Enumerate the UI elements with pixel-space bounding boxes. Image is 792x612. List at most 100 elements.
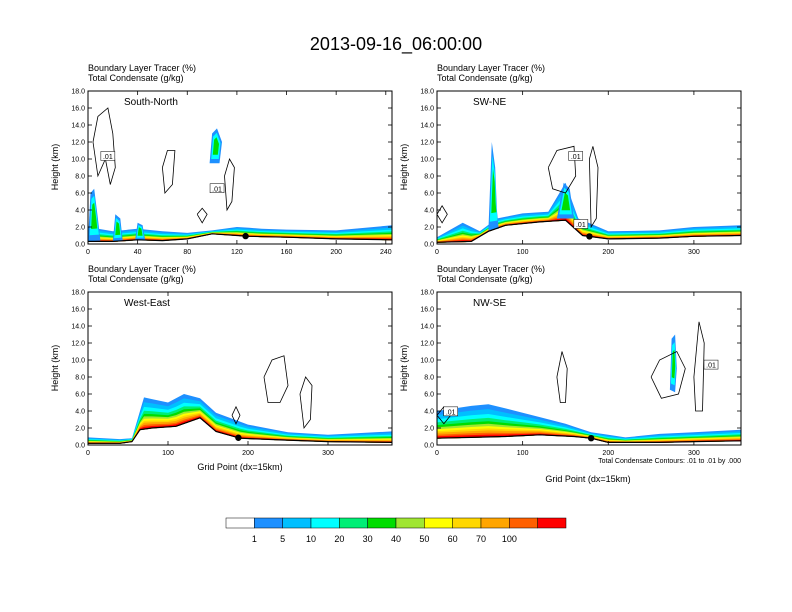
condensate-contour (92, 107, 116, 185)
tracer-plume (115, 221, 121, 236)
plot-frame (436, 90, 742, 245)
colorbar-label: 50 (419, 534, 429, 544)
tracer-plume (491, 168, 497, 214)
x-tick-label: 100 (162, 450, 174, 457)
panel-header-line2: Total Condensate (g/kg) (437, 274, 533, 284)
colorbar-label: 60 (448, 534, 458, 544)
panel-header-line2: Total Condensate (g/kg) (88, 73, 184, 83)
y-tick-label: 4.0 (424, 409, 434, 416)
colorbar: 1 5 10 20 30 40 50 60 70 100 (225, 517, 567, 544)
tracer-band (88, 233, 392, 242)
y-tick-label: 8.0 (424, 375, 434, 382)
colorbar-swatch (537, 517, 567, 529)
x-tick-label: 240 (380, 249, 392, 256)
y-axis-label: Height (km) (50, 144, 60, 191)
contour-label-box (209, 183, 225, 193)
colorbar-label: 40 (391, 534, 401, 544)
colorbar-label: 5 (280, 534, 285, 544)
colorbar-label: 100 (502, 534, 517, 544)
colorbar-swatch (480, 517, 510, 529)
location-marker (586, 233, 593, 240)
y-tick-label: 0.0 (75, 242, 85, 249)
x-tick-label: 0 (86, 249, 90, 256)
x-tick-label: 0 (435, 249, 439, 256)
terrain-line (437, 434, 741, 443)
condensate-contour (437, 205, 448, 224)
panel-nw-se: Boundary Layer Tracer (%) Total Condensa… (399, 264, 742, 484)
tracer-band (437, 215, 741, 243)
panel-header-line1: Boundary Layer Tracer (%) (437, 264, 545, 274)
colorbar-label: 1 (252, 534, 257, 544)
y-tick-label: 14.0 (71, 324, 85, 331)
y-tick-label: 6.0 (75, 191, 85, 198)
y-tick-label: 0.0 (75, 443, 85, 450)
condensate-contour (556, 351, 568, 403)
x-tick-label: 0 (86, 450, 90, 457)
y-tick-label: 2.0 (75, 225, 85, 232)
y-tick-label: 8.0 (75, 375, 85, 382)
colorbar-swatch (310, 517, 340, 529)
y-tick-label: 10.0 (420, 358, 434, 365)
terrain-line (88, 417, 392, 444)
condensate-contour (162, 150, 176, 194)
colorbar-swatch (424, 517, 453, 529)
plot-area (88, 355, 392, 444)
y-tick-label: 8.0 (424, 174, 434, 181)
y-axis-label: Height (km) (399, 345, 409, 392)
colorbar-swatch (225, 517, 255, 529)
panel-header-line2: Total Condensate (g/kg) (88, 274, 184, 284)
x-tick-label: 300 (322, 450, 334, 457)
x-axis-label: Grid Point (dx=15km) (197, 462, 282, 472)
colorbar-swatch (367, 517, 397, 529)
terrain-line (437, 219, 741, 243)
colorbar-swatch (282, 517, 312, 529)
x-tick-label: 100 (517, 249, 529, 256)
contour-label: .01 (576, 222, 586, 229)
colorbar-label: 20 (334, 534, 344, 544)
main-title: 2013-09-16_06:00:00 (310, 34, 482, 55)
y-tick-label: 2.0 (424, 426, 434, 433)
colorbar-swatch (339, 517, 368, 529)
contour-label: .01 (103, 154, 113, 161)
y-tick-label: 12.0 (71, 140, 85, 147)
contour-label: .01 (212, 186, 222, 193)
y-axis-label: Height (km) (399, 144, 409, 191)
colorbar-swatch (254, 517, 283, 529)
contour-label-box (100, 151, 116, 161)
panel-west-east: Boundary Layer Tracer (%) Total Condensa… (50, 264, 393, 472)
y-tick-label: 12.0 (420, 140, 434, 147)
tracer-plume (561, 192, 571, 211)
panel-label-south-north: South-North (124, 97, 178, 108)
condensate-contour (231, 405, 241, 425)
plot-area: .01 .01 (88, 107, 392, 242)
y-tick-label: 14.0 (420, 123, 434, 130)
panel-header-line2: Total Condensate (g/kg) (437, 73, 533, 83)
tracer-plume (91, 202, 98, 229)
tracer-band (88, 411, 392, 444)
plot-area: .01 .01 (437, 321, 741, 443)
y-tick-label: 4.0 (424, 208, 434, 215)
y-tick-label: 2.0 (424, 225, 434, 232)
x-axis-label: Grid Point (dx=15km) (545, 474, 630, 484)
x-tick-label: 200 (602, 249, 614, 256)
contour-label-box (573, 219, 589, 229)
plot-frame (87, 291, 393, 446)
x-tick-label: 100 (517, 450, 529, 457)
colorbar-swatch (395, 517, 425, 529)
y-tick-label: 18.0 (420, 290, 434, 297)
location-marker (242, 232, 249, 240)
y-tick-label: 18.0 (71, 290, 85, 297)
y-tick-label: 16.0 (71, 307, 85, 314)
contour-label: .01 (571, 154, 581, 161)
x-tick-label: 200 (330, 249, 342, 256)
colorbar-label: 10 (306, 534, 316, 544)
y-tick-label: 12.0 (420, 341, 434, 348)
panel-label-nw-se: NW-SE (473, 298, 506, 309)
y-tick-label: 10.0 (420, 157, 434, 164)
contour-label: .01 (446, 409, 456, 416)
condensate-contour (196, 207, 208, 224)
y-tick-label: 0.0 (424, 242, 434, 249)
y-tick-label: 12.0 (71, 341, 85, 348)
y-tick-label: 6.0 (75, 392, 85, 399)
